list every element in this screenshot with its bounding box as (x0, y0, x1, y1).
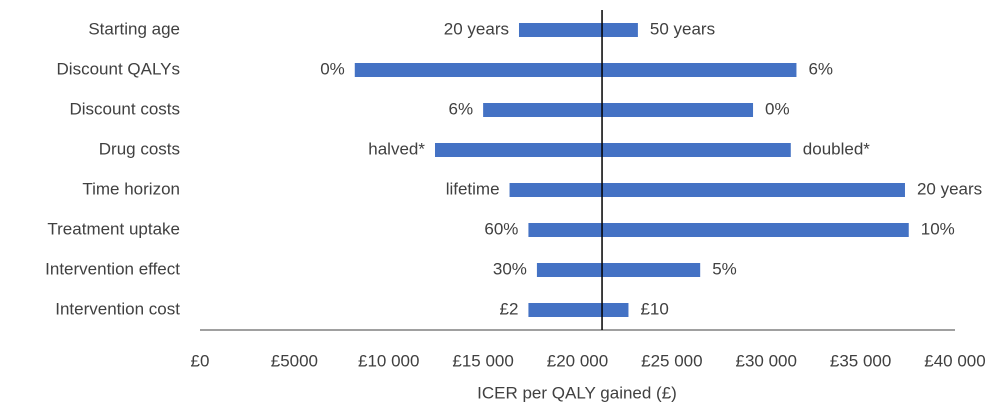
x-tick-label: £5000 (271, 351, 318, 370)
bar-label: 5% (712, 259, 737, 278)
bar (509, 183, 603, 197)
category-label: Intervention effect (45, 259, 180, 278)
bar (518, 23, 603, 37)
x-tick-label: £0 (191, 351, 210, 370)
bar-label: 60% (484, 219, 518, 238)
category-label: Time horizon (82, 179, 180, 198)
x-axis-title: ICER per QALY gained (£) (477, 383, 677, 402)
bar-label: £10 (640, 299, 668, 318)
category-label: Intervention cost (55, 299, 180, 318)
x-tick-label: £10 000 (358, 351, 419, 370)
x-tick-label: £15 000 (452, 351, 513, 370)
bar-label: £2 (500, 299, 519, 318)
x-tick-label: £25 000 (641, 351, 702, 370)
x-tick-label: £20 000 (547, 351, 608, 370)
bar (602, 183, 905, 197)
bar-label: 20 years (444, 19, 509, 38)
bar-label: lifetime (446, 179, 500, 198)
x-tick-label: £40 000 (924, 351, 985, 370)
bar-label: 30% (493, 259, 527, 278)
bar (528, 303, 603, 317)
bar-label: 10% (921, 219, 955, 238)
category-label: Drug costs (99, 139, 180, 158)
bar-label: 6% (449, 99, 474, 118)
category-label: Treatment uptake (47, 219, 180, 238)
bar-label: 6% (808, 59, 833, 78)
bar (528, 223, 603, 237)
bar-label: 0% (320, 59, 345, 78)
x-tick-label: £35 000 (830, 351, 891, 370)
bar (483, 103, 603, 117)
bar (602, 263, 701, 277)
bar-label: 50 years (650, 19, 715, 38)
bar (536, 263, 603, 277)
bar (602, 223, 909, 237)
bar-label: halved* (368, 139, 425, 158)
bar (602, 23, 638, 37)
bar (354, 63, 603, 77)
category-label: Starting age (88, 19, 180, 38)
category-label: Discount QALYs (57, 59, 180, 78)
bar (434, 143, 603, 157)
bar-label: doubled* (803, 139, 871, 158)
x-tick-label: £30 000 (736, 351, 797, 370)
bar (602, 303, 629, 317)
bar-label: 0% (765, 99, 790, 118)
category-label: Discount costs (69, 99, 180, 118)
bar-label: 20 years (917, 179, 982, 198)
bar (602, 103, 754, 117)
bar (602, 63, 797, 77)
bar (602, 143, 791, 157)
